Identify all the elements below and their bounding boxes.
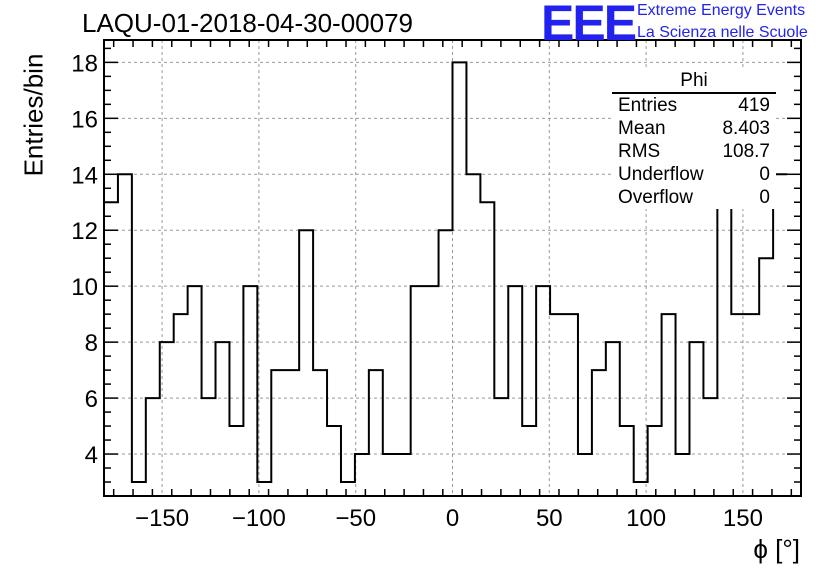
stats-label: Underflow <box>618 164 704 185</box>
stats-row-rms: RMS 108.7 <box>612 140 776 163</box>
stats-label: Overflow <box>618 187 693 208</box>
stats-label: RMS <box>618 141 661 162</box>
histogram-outline <box>104 61 788 484</box>
stats-row-overflow: Overflow 0 <box>612 186 776 209</box>
y-tick-label: 4 <box>85 442 98 469</box>
axis-ticks <box>104 40 801 496</box>
stats-row-mean: Mean 8.403 <box>612 117 776 140</box>
x-tick-label: 100 <box>626 505 666 532</box>
x-tick-label: 150 <box>723 505 763 532</box>
x-axis-label: ϕ [°] <box>753 534 800 564</box>
x-tick-label: −100 <box>232 505 286 532</box>
stats-value: 0 <box>759 164 770 185</box>
stats-row-underflow: Underflow 0 <box>612 163 776 186</box>
stats-label: Mean <box>618 118 666 139</box>
stats-value: 108.7 <box>722 141 770 162</box>
stats-row-entries: Entries 419 <box>612 94 776 117</box>
y-tick-label: 6 <box>85 386 98 413</box>
tick-labels: −150 −100 −50 0 50 100 150 4 6 8 10 12 14 16 18 <box>71 50 763 532</box>
x-tick-label: −50 <box>335 505 376 532</box>
stats-value: 419 <box>738 95 770 116</box>
stats-box: Phi Entries 419 Mean 8.403 RMS 108.7 Und… <box>612 70 776 209</box>
x-tick-label: 0 <box>446 505 459 532</box>
plot-title: LAQU-01-2018-04-30-00079 <box>82 8 413 38</box>
y-tick-label: 16 <box>71 106 98 133</box>
plot-frame <box>103 39 802 497</box>
y-tick-label: 14 <box>71 162 98 189</box>
y-axis-label: Entries/bin <box>18 53 49 177</box>
y-tick-label: 12 <box>71 218 98 245</box>
x-tick-label: 50 <box>536 505 563 532</box>
stats-title: Phi <box>612 70 776 94</box>
eee-logo: EEE <box>541 0 637 51</box>
logo-line-2: La Scienza nelle Scuole <box>637 24 808 41</box>
x-tick-label: −150 <box>135 505 189 532</box>
y-tick-label: 10 <box>71 274 98 301</box>
logo-line-1: Extreme Energy Events <box>637 2 806 19</box>
stats-value: 8.403 <box>722 118 770 139</box>
stats-label: Entries <box>618 95 678 116</box>
y-tick-label: 18 <box>71 50 98 77</box>
y-tick-label: 8 <box>85 330 98 357</box>
stats-value: 0 <box>759 187 770 208</box>
